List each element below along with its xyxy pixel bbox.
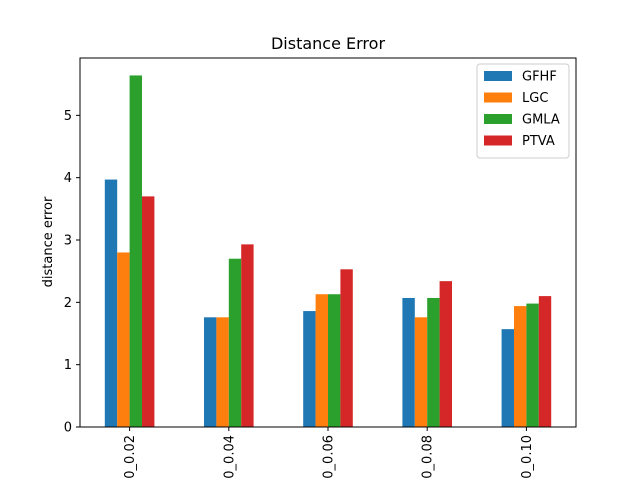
- bar-gfhf-1: [104, 179, 118, 427]
- bar-gfhf-4: [402, 297, 415, 427]
- y-axis-title: distance error: [41, 196, 56, 287]
- y-tick-label: 5: [64, 109, 72, 124]
- bar-gfhf-3: [303, 311, 316, 427]
- bar-ptva-2: [241, 244, 254, 427]
- bar-lgc-1: [117, 252, 130, 427]
- x-tick-label: 0_0.04: [222, 435, 237, 479]
- bar-gmla-2: [228, 258, 242, 427]
- bar-lgc-5: [514, 306, 527, 427]
- bar-gmla-3: [328, 294, 341, 427]
- legend-label-gmla: GMLA: [522, 113, 560, 128]
- legend-swatch-gfhf: [484, 71, 512, 81]
- x-tick-label: 0_0.10: [520, 435, 535, 479]
- legend-box: [476, 63, 570, 159]
- y-tick-label: 2: [64, 296, 72, 311]
- x-tick-label: 0_0.06: [322, 435, 337, 479]
- legend: GFHF LGC GMLA PTVA: [476, 63, 570, 159]
- x-tick-label: 0_0.08: [421, 435, 436, 479]
- y-tick-label: 0: [64, 421, 72, 436]
- legend-label-gfhf: GFHF: [522, 70, 557, 85]
- bar-gmla-4: [427, 297, 440, 427]
- legend-swatch-lgc: [484, 92, 512, 103]
- legend-label-ptva: PTVA: [522, 134, 555, 149]
- bar-ptva-3: [340, 269, 353, 427]
- y-tick-label: 3: [64, 234, 72, 249]
- bar-lgc-4: [414, 317, 428, 427]
- bar-gmla-5: [526, 303, 539, 427]
- y-tick-label: 4: [64, 171, 72, 186]
- bar-ptva-5: [538, 296, 552, 427]
- bar-gfhf-2: [204, 317, 217, 427]
- bar-lgc-3: [315, 294, 328, 427]
- bar-gmla-1: [129, 75, 142, 427]
- plot-area: 0 1 2 3 4 5 0_0.02 0_0.04 0_0.06 0_0.08 0_0.10: [64, 57, 577, 479]
- legend-swatch-gmla: [484, 114, 512, 124]
- chart-title: Distance Error: [271, 34, 385, 53]
- bar-gfhf-5: [501, 329, 514, 427]
- legend-swatch-ptva: [484, 135, 512, 146]
- y-tick-label: 1: [64, 358, 72, 373]
- bar-lgc-2: [216, 317, 229, 427]
- bar-ptva-1: [142, 196, 155, 428]
- x-tick-label: 0_0.02: [123, 435, 138, 479]
- legend-label-lgc: LGC: [522, 91, 548, 106]
- bar-ptva-4: [439, 281, 452, 427]
